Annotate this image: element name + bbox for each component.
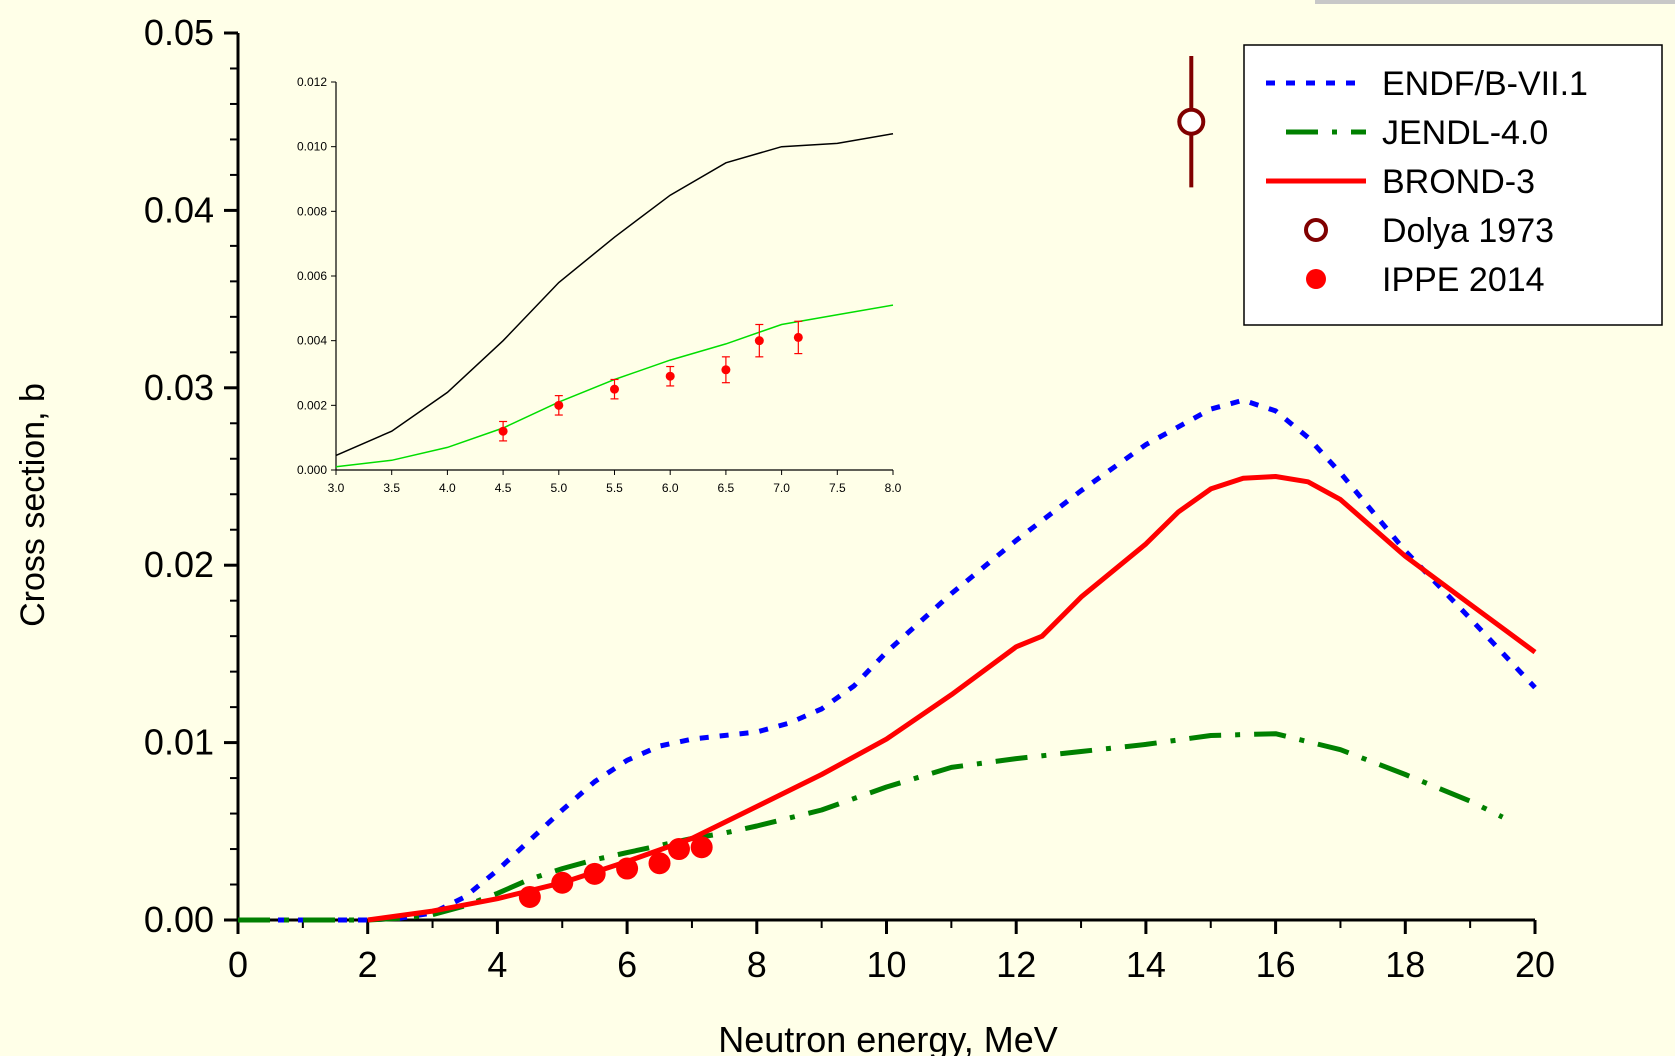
inset-data-point xyxy=(498,426,508,436)
inset-x-tick-label: 4.0 xyxy=(439,481,456,495)
legend: ENDF/B-VII.1 JENDL-4.0 BROND-3 Dolya 1973 IP… xyxy=(1243,44,1663,326)
legend-label-endf-b-vii-1: ENDF/B-VII.1 xyxy=(1382,65,1588,103)
legend-label-jendl-4-0: JENDL-4.0 xyxy=(1382,114,1548,152)
data-point-ippe-2014 xyxy=(583,862,606,885)
inset-x-tick-label: 6.5 xyxy=(718,481,735,495)
series-line-endf-b-vii-1 xyxy=(238,397,1537,923)
data-point-ippe-2014 xyxy=(616,857,639,880)
inset-y-tick-label: 0.012 xyxy=(297,75,327,89)
y-tick-label: 0.04 xyxy=(144,189,214,230)
legend-swatch-dolya-1973 xyxy=(1304,218,1328,242)
x-tick-label: 0 xyxy=(228,944,248,985)
inset-plot: 3.0 3.5 4.0 4.5 5.0 5.5 6.0 6.5 7.0 7.5 8.0 0.000 0.… xyxy=(297,75,902,495)
y-tick-label: 0.02 xyxy=(144,544,214,585)
legend-swatch-ippe-2014 xyxy=(1306,269,1326,289)
inset-y-tick-label: 0.010 xyxy=(297,140,327,154)
legend-label-ippe-2014: IPPE 2014 xyxy=(1382,261,1545,299)
inset-series-line-0 xyxy=(335,132,894,457)
inset-y-tick-label: 0.000 xyxy=(297,463,327,477)
y-tick-label: 0.05 xyxy=(144,12,214,53)
x-tick-label: 12 xyxy=(996,944,1036,985)
inset-data-point xyxy=(610,384,619,394)
series-line-jendl-4-0 xyxy=(238,731,1504,923)
inset-x-tick-label: 8.0 xyxy=(885,481,902,495)
y-tick-label: 0.03 xyxy=(144,367,214,408)
inset-data-point xyxy=(554,400,564,410)
data-point-ippe-2014 xyxy=(690,836,713,859)
x-tick-label: 16 xyxy=(1256,944,1296,985)
inset-data-point xyxy=(721,365,731,375)
y-tick-label: 0.01 xyxy=(144,722,214,763)
inset-y-tick-label: 0.008 xyxy=(297,204,327,218)
data-point-ippe-2014 xyxy=(667,838,690,861)
data-point-ippe-2014 xyxy=(551,871,574,894)
data-point-ippe-2014 xyxy=(648,852,671,875)
legend-label-brond-3: BROND-3 xyxy=(1382,163,1535,201)
inset-x-tick-label: 4.5 xyxy=(495,481,512,495)
inset-data-point xyxy=(793,332,803,342)
data-point-dolya-1973 xyxy=(1177,107,1206,136)
corner-decoration xyxy=(1315,0,1675,4)
x-tick-label: 14 xyxy=(1126,944,1166,985)
inset-y-tick-label: 0.004 xyxy=(297,334,327,348)
x-tick-label: 20 xyxy=(1515,944,1555,985)
x-tick-label: 6 xyxy=(617,944,637,985)
x-axis-title: Neutron energy, MeV xyxy=(718,1019,1058,1056)
x-tick-label: 2 xyxy=(358,944,378,985)
inset-x-tick-label: 7.5 xyxy=(829,481,846,495)
inset-x-tick-label: 6.0 xyxy=(662,481,679,495)
inset-x-tick-label: 5.0 xyxy=(550,481,567,495)
inset-y-tick-label: 0.006 xyxy=(297,269,327,283)
data-point-ippe-2014 xyxy=(518,885,541,908)
x-tick-label: 10 xyxy=(866,944,906,985)
inset-y-tick-label: 0.002 xyxy=(297,398,327,412)
inset-x-tick-label: 7.0 xyxy=(773,481,790,495)
y-axis-title: Cross section, b xyxy=(14,383,52,627)
y-tick-label: 0.00 xyxy=(144,899,214,940)
inset-data-point xyxy=(754,336,764,346)
main-plot: 0 2 4 6 8 10 12 14 16 18 20 0.00 0.01 0.02 0.03 0.04 0.0… xyxy=(144,12,1555,985)
inset-x-tick-label: 3.0 xyxy=(328,481,345,495)
inset-x-tick-label: 5.5 xyxy=(606,481,623,495)
series-line-brond-3 xyxy=(367,474,1537,923)
x-tick-label: 18 xyxy=(1385,944,1425,985)
legend-label-dolya-1973: Dolya 1973 xyxy=(1382,212,1554,250)
inset-x-tick-label: 3.5 xyxy=(383,481,400,495)
inset-data-point xyxy=(665,371,675,381)
x-tick-label: 8 xyxy=(747,944,767,985)
x-tick-label: 4 xyxy=(487,944,507,985)
